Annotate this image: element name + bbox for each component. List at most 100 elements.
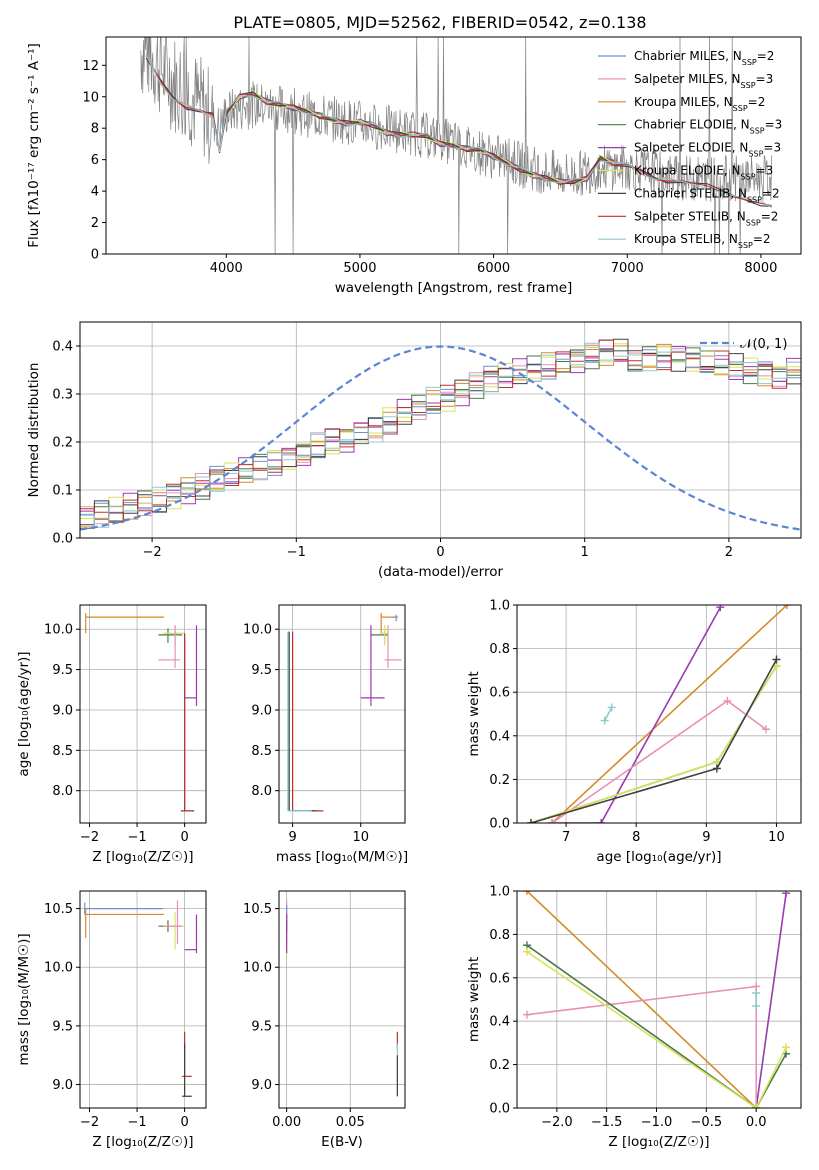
y-tick-label: 0.4 [489,1015,510,1030]
x-tick-label: 10 [768,830,785,845]
y-tick-label: 0.3 [52,388,73,403]
weight-marker [712,764,721,773]
weight-marker [752,1104,761,1108]
axes-frame [516,604,802,824]
axes-frame [278,604,406,824]
x-axis-label: (data-model)/error [378,564,504,580]
weight-line-0 [526,891,757,1108]
y-tick-label: 0.4 [489,729,510,744]
x-axis-label: Z [log₁₀(Z/Z☉)] [608,1134,709,1150]
y-tick-label: 9.0 [251,1078,272,1093]
errorbar-point-6 [182,1031,192,1077]
errorbar-point-5 [184,914,198,954]
x-tick-label: 5000 [343,261,376,276]
weight-line-4 [526,951,787,1108]
weight-marker [522,1010,531,1019]
errorbar-point-5 [392,614,397,622]
panel-mass-vs-z: −2 −1 0 9.0 9.5 10.0 10.5 Z [log₁₀(Z/Z☉)] mass [… [16,890,207,1150]
legend-text-part: Chabrier MILES, N [634,49,742,63]
errorbar-point-7 [288,631,317,812]
x-tick-label: 0 [436,545,444,560]
y-tick-label: 10.0 [243,623,272,638]
y-tick-label: 0 [91,248,99,263]
legend-text-part: =2 [761,209,779,223]
x-tick-label: 8000 [744,261,777,276]
legend-text-part: =3 [763,141,781,155]
y-tick-label: 0.8 [489,928,510,943]
axes-frame [278,890,406,1109]
panel-mass-vs-ebv: 0.00 0.05 9.0 9.5 10.0 10.5 E(B-V) [243,890,406,1150]
y-axis-label: mass weight [466,957,482,1042]
plot-area-mass-vs-ebv [286,900,398,1097]
x-tick-label: −1.0 [641,1115,673,1130]
legend-label: Salpeter ELODIE, NSSP=3 [634,141,781,159]
panel-age-vs-z: −2 −1 0 8.0 8.5 9.0 9.5 10.0 Z [log₁₀(Z/Z☉)] age … [16,604,207,865]
y-axis-label: mass weight [466,671,482,756]
x-tick-label: 10 [352,830,369,845]
y-tick-label: 0.1 [52,484,73,499]
plot-area-spectrum [140,37,772,254]
plot-area-age-vs-z [85,613,198,812]
legend-text-part: SSP [748,149,763,158]
panel-weight-vs-z: −2.0 −1.5 −1.0 −0.5 0.0 0.0 0.2 0.4 0.6 0.8 1.0 Z [… [466,885,802,1150]
y-tick-label: 10.0 [44,961,73,976]
plot-area-weight-vs-z [522,891,791,1108]
weight-marker [522,947,531,956]
y-tick-label: 8.0 [52,784,73,799]
weight-marker [548,819,557,823]
y-tick-label: 0.2 [489,773,510,788]
legend-text-part: =2 [757,49,775,63]
x-axis-label: Z [log₁₀(Z/Z☉)] [92,1134,193,1150]
errorbar-point-1 [85,908,165,938]
legend-label: Salpeter STELIB, NSSP=2 [634,209,778,227]
normal-curve [80,345,801,531]
weight-line-3 [530,665,778,823]
legend-text-part: Chabrier ELODIE, N [634,118,750,132]
legend-text-part: Salpeter ELODIE, N [634,141,748,155]
weight-marker [600,716,609,725]
y-tick-label: 10.5 [44,902,73,917]
legend-label: Chabrier ELODIE, NSSP=3 [634,118,782,136]
x-tick-label: 0 [180,1115,188,1130]
y-tick-label: 10 [82,90,99,105]
legend-label: Chabrier MILES, NSSP=2 [634,49,774,67]
y-tick-label: 0.0 [489,817,510,832]
weight-marker [522,891,531,895]
legend-text-part: SSP [747,195,762,204]
legend-text-part: Salpeter MILES, N [634,72,741,86]
weight-line-4 [530,665,778,823]
panel-spectrum: 4000 5000 6000 7000 8000 0 2 4 6 8 10 12 wavelength … [26,36,802,296]
errorbar-point-6 [182,633,192,812]
y-tick-label: 0.8 [489,642,510,657]
weight-marker [782,891,791,898]
y-tick-label: 8.0 [251,784,272,799]
figure-title: PLATE=0805, MJD=52562, FIBERID=0542, z=0… [233,13,646,32]
x-axis-label: wavelength [Angstrom, rest frame] [335,280,573,296]
legend-text-part: SSP [738,241,753,250]
x-tick-label: 9 [702,830,710,845]
y-axis-label: Flux [fλ10⁻¹⁷ erg cm⁻² s⁻¹ A⁻¹] [26,43,42,248]
y-tick-label: 9.0 [52,1078,73,1093]
x-axis-label: E(B-V) [321,1134,363,1150]
y-axis-label: mass [log₁₀(M/M☉)] [16,933,32,1065]
errorbar-point-0 [84,902,164,915]
y-tick-label: 0.0 [489,1102,510,1117]
y-axis-label: age [log₁₀(age/yr)] [16,651,32,776]
y-tick-label: 9.0 [52,703,73,718]
legend-label-normal: 𝒩(0, 1) [740,337,787,352]
x-tick-label: 0.00 [272,1115,301,1130]
weight-line-3 [526,944,787,1108]
weight-marker [752,1002,761,1011]
y-tick-label: 0.2 [52,436,73,451]
y-tick-label: 1.0 [489,885,510,900]
y-tick-label: 10.0 [44,623,73,638]
y-tick-label: 9.5 [52,663,73,678]
legend-text-part: Kroupa STELIB, N [634,232,738,246]
y-tick-label: 0.0 [52,532,73,547]
weight-marker [716,605,725,612]
x-tick-label: −2.0 [541,1115,573,1130]
errorbar-point-2 [381,625,388,646]
x-tick-label: 9 [288,830,296,845]
